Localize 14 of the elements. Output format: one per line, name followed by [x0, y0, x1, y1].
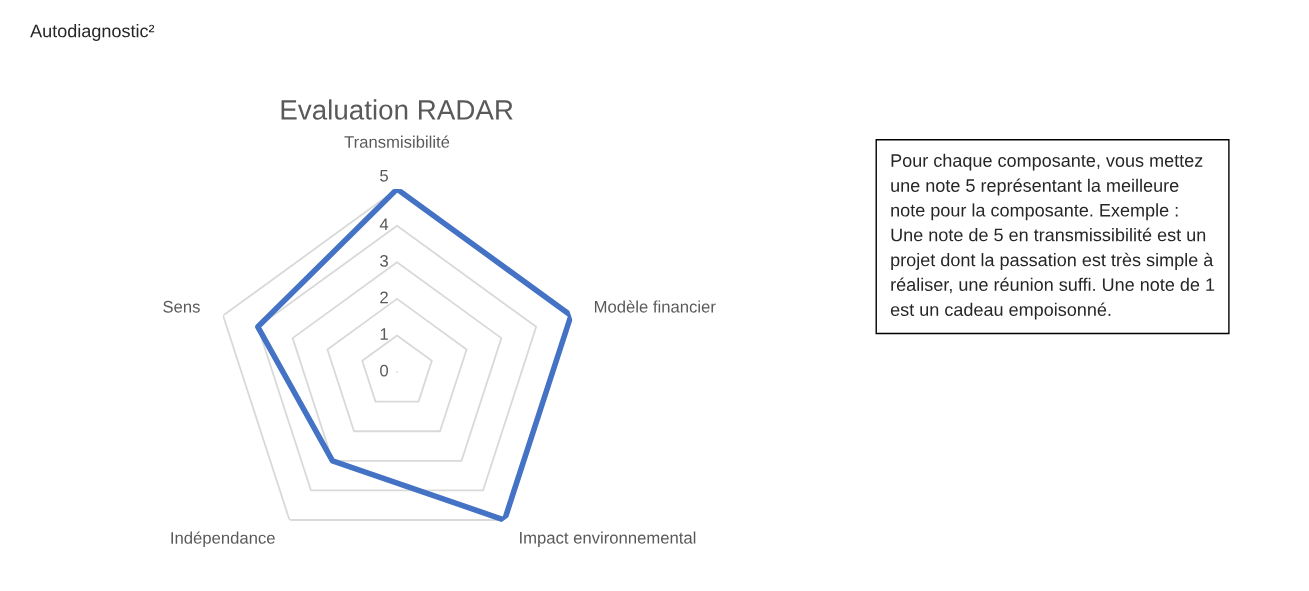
y-tick-label: 3: [380, 254, 388, 267]
y-tick-label: 2: [380, 291, 388, 304]
y-tick-label: 4: [379, 218, 389, 231]
chart-title: Evaluation RADAR: [281, 99, 513, 120]
text: Pour chaque composante, vous mettez une note 5 représentant la meilleure note pour la composante. Exemple : Une note de 5 en transmissibilité est un projet dont la passation est très simple à réaliser, une réunion suffi. Une note de 1 est un cadeau empoisonné.: [890, 153, 1215, 320]
spoke-label: Indépendance: [171, 531, 275, 548]
y-tick-label: 5: [380, 170, 388, 182]
spoke-label: Modèle financier: [594, 300, 716, 313]
y-tick-label: 1: [380, 328, 388, 340]
spoke-label: Sens: [163, 300, 200, 313]
spoke-label: Impact environnemental: [520, 531, 696, 548]
spoke-label: Transmisibilité: [344, 135, 450, 148]
text: Autodiagnostic²: [30, 24, 155, 41]
y-tick-label: 0: [380, 364, 389, 377]
